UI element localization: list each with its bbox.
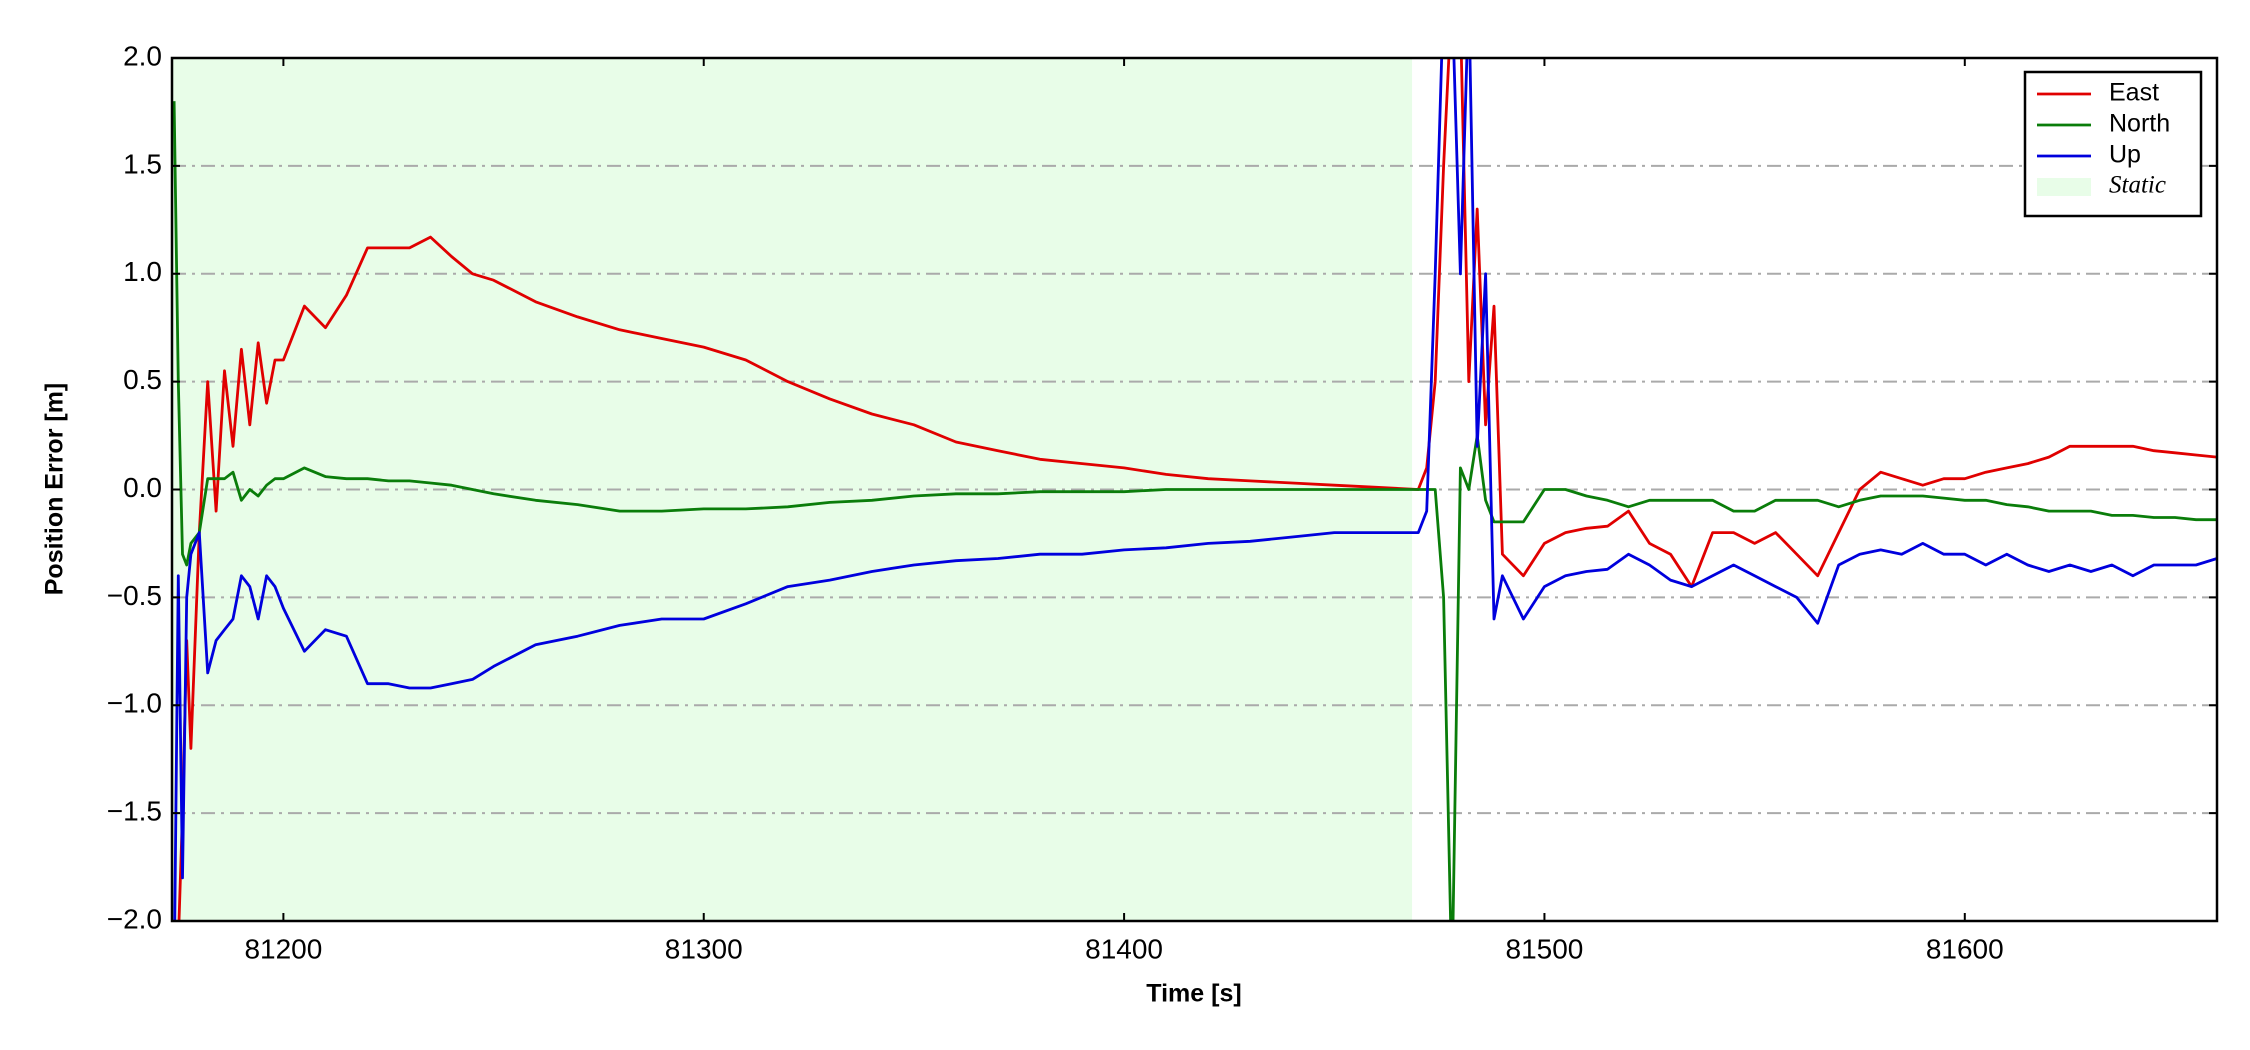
- series-line: [173, 58, 2217, 921]
- x-tick-label: 81400: [1085, 933, 1163, 964]
- y-tick-label: 0.5: [123, 364, 162, 395]
- x-tick-label: 81200: [244, 933, 322, 964]
- x-tick-label: 81300: [665, 933, 743, 964]
- legend-label: North: [2109, 110, 2170, 138]
- series-line: [177, 58, 2217, 921]
- y-tick-label: 1.5: [123, 148, 162, 179]
- y-tick-label: −0.5: [107, 580, 162, 611]
- legend-label: East: [2109, 79, 2159, 107]
- y-axis-label: Position Error [m]: [41, 383, 69, 596]
- plot-frame: [170, 56, 2219, 923]
- x-axis-label: Time [s]: [1146, 980, 1241, 1008]
- legend-swatch: [2037, 178, 2091, 196]
- y-tick-label: 1.0: [123, 256, 162, 287]
- x-tick-label: 81500: [1506, 933, 1584, 964]
- legend-label: Up: [2109, 141, 2141, 169]
- y-tick-label: 2.0: [123, 40, 162, 71]
- y-tick-label: −2.0: [107, 903, 162, 934]
- legend-label: Static: [2109, 172, 2166, 199]
- y-tick-label: −1.0: [107, 688, 162, 719]
- plot-area: [172, 58, 2217, 921]
- axes: 2.0 1.5 1.0 0.5 0.0 −0.5 −1.0 −1.5 −2.0 81200 8130…: [107, 40, 2219, 964]
- x-tick-label: 81600: [1926, 933, 2004, 964]
- y-tick-label: −1.5: [107, 796, 162, 827]
- y-tick-label: 0.0: [123, 472, 162, 503]
- series-line: [172, 101, 2217, 921]
